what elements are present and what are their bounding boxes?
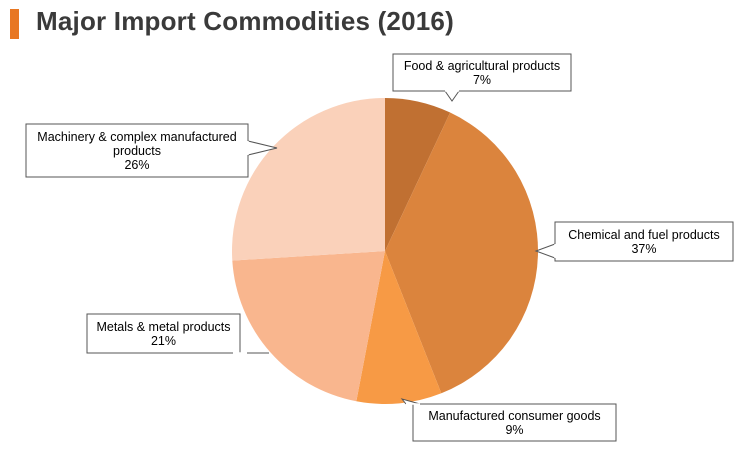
slice-label-line: 9% [505,423,523,437]
slice-label-line: Metals & metal products [96,320,230,334]
slice-label-line: products [113,144,161,158]
slice-label-line: Food & agricultural products [404,59,560,73]
slice-label-line: 21% [151,334,176,348]
pie-slice-4 [232,251,385,402]
pie-slice-5 [232,98,385,261]
pie-slice-3 [356,251,442,405]
pie-slice-1 [385,98,451,251]
slice-label-line: 7% [473,73,491,87]
pie-slices [232,98,539,405]
slice-label-line: Manufactured consumer goods [428,409,600,423]
pie-slice-2 [385,112,539,394]
slice-label-line: 26% [124,158,149,172]
title-accent-bar [10,9,19,39]
slice-label-line: 37% [631,242,656,256]
page-title: Major Import Commodities (2016) [36,6,454,36]
slice-label-line: Machinery & complex manufactured [37,130,236,144]
slice-label-line: Chemical and fuel products [568,228,719,242]
slice-label-5: Machinery & complex manufacturedproducts… [25,123,278,178]
